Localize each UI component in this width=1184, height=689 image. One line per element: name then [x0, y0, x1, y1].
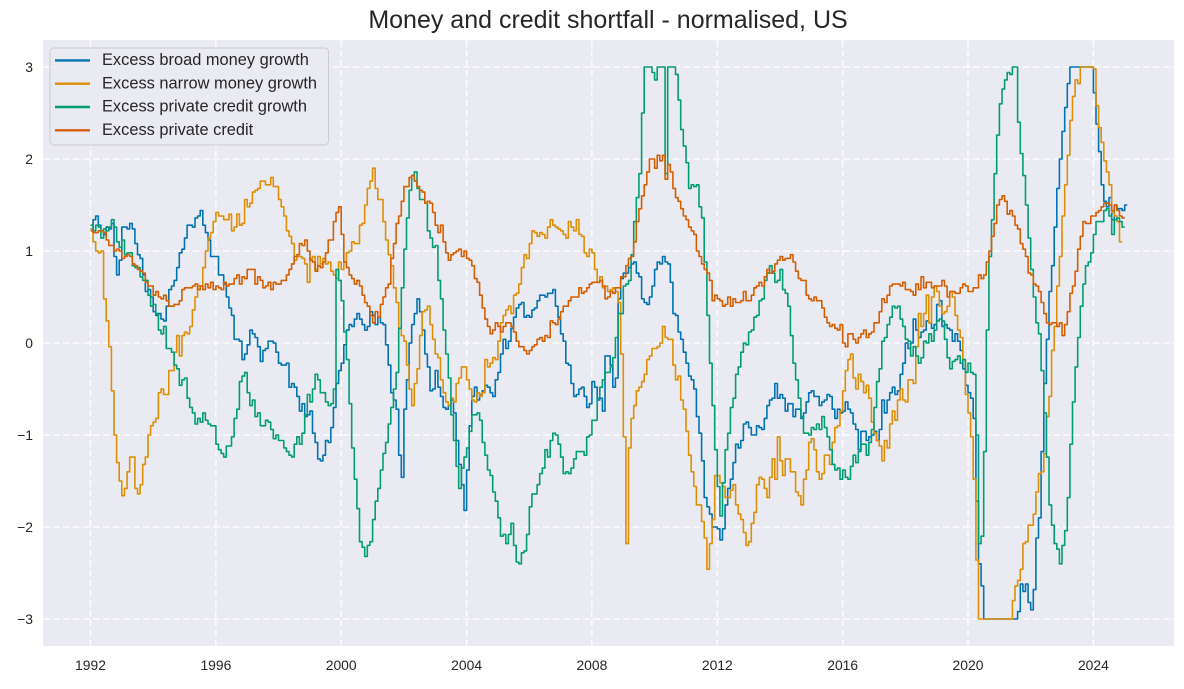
- svg-text:−3: −3: [17, 611, 33, 627]
- svg-text:Money and credit shortfall - n: Money and credit shortfall - normalised,…: [368, 6, 847, 34]
- svg-text:2024: 2024: [1078, 657, 1109, 673]
- svg-text:2: 2: [25, 151, 33, 167]
- svg-text:Excess private credit: Excess private credit: [102, 121, 254, 139]
- svg-text:2008: 2008: [576, 657, 607, 673]
- svg-text:0: 0: [25, 335, 33, 351]
- svg-text:Excess narrow money growth: Excess narrow money growth: [102, 74, 317, 92]
- svg-text:2004: 2004: [451, 657, 482, 673]
- svg-text:1992: 1992: [75, 657, 106, 673]
- svg-text:3: 3: [25, 59, 33, 75]
- svg-text:2020: 2020: [953, 657, 984, 673]
- svg-text:−1: −1: [17, 427, 33, 443]
- svg-text:1: 1: [25, 243, 33, 259]
- svg-text:Excess private credit growth: Excess private credit growth: [102, 98, 307, 116]
- svg-text:2000: 2000: [326, 657, 357, 673]
- svg-text:2012: 2012: [702, 657, 733, 673]
- svg-text:−2: −2: [17, 519, 33, 535]
- svg-text:Excess broad money growth: Excess broad money growth: [102, 51, 309, 69]
- svg-text:2016: 2016: [827, 657, 858, 673]
- svg-text:1996: 1996: [200, 657, 231, 673]
